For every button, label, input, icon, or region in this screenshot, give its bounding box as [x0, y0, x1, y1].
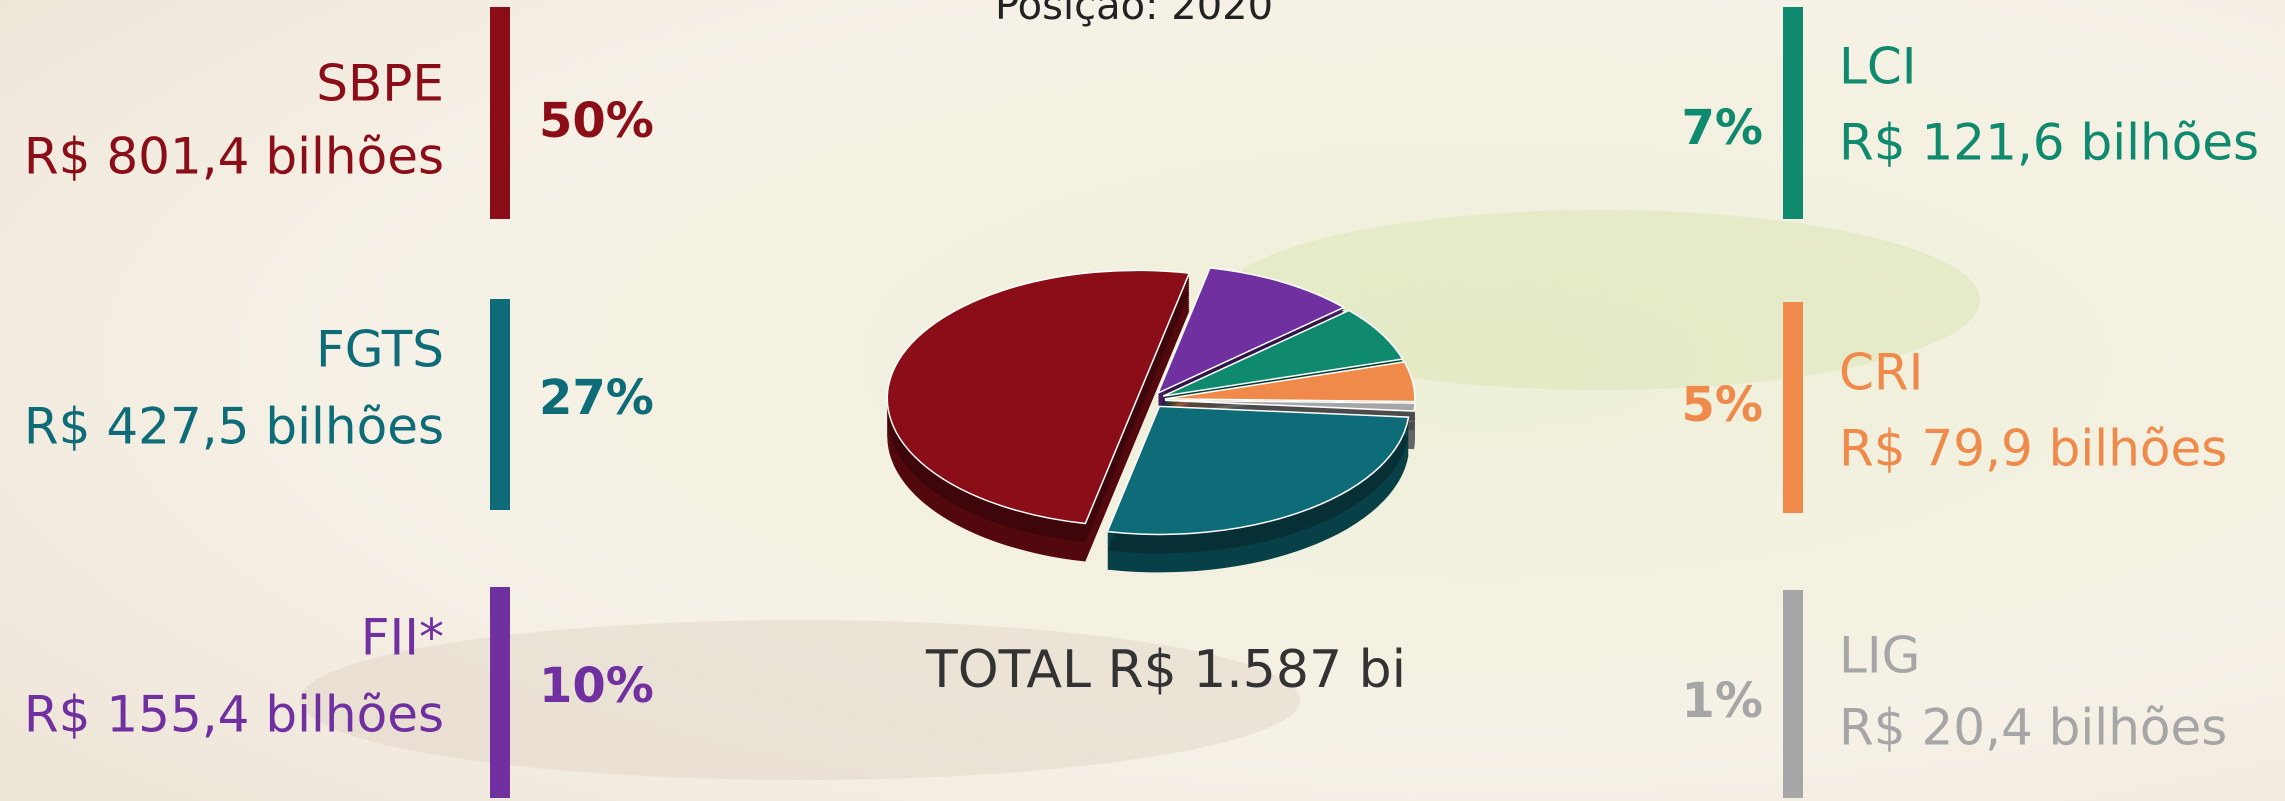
divider-bar [490, 587, 510, 798]
amount-label: R$ 427,5 bilhões [24, 398, 444, 456]
amount-label: R$ 801,4 bilhões [24, 128, 444, 186]
amount-label: R$ 79,9 bilhões [1839, 420, 2227, 478]
value-label: 5% [1682, 377, 1764, 433]
amount-label: R$ 155,4 bilhões [24, 686, 444, 744]
category-label: SBPE [316, 55, 444, 113]
divider-bar [490, 7, 510, 219]
category-label: FGTS [316, 321, 444, 379]
category-label: LIG [1839, 627, 1920, 685]
category-label: FII* [361, 609, 444, 667]
total-label: TOTAL R$ 1.587 bi [925, 640, 1406, 700]
value-label: 27% [539, 370, 654, 426]
category-label: LCI [1839, 38, 1917, 96]
chart: Posição: 2020 TOTAL R$ 1.587 bi SBPE R$ 8… [0, 0, 2285, 801]
divider-bar [1783, 590, 1803, 798]
divider-bar [1783, 302, 1803, 513]
category-label: CRI [1839, 344, 1923, 402]
subtitle: Posição: 2020 [995, 0, 1273, 29]
value-label: 1% [1682, 673, 1764, 729]
value-label: 50% [539, 93, 654, 149]
divider-bar [1783, 7, 1803, 219]
value-label: 7% [1682, 100, 1764, 156]
value-label: 10% [539, 658, 654, 714]
divider-bar [490, 299, 510, 510]
amount-label: R$ 20,4 bilhões [1839, 699, 2227, 757]
amount-label: R$ 121,6 bilhões [1839, 114, 2259, 172]
